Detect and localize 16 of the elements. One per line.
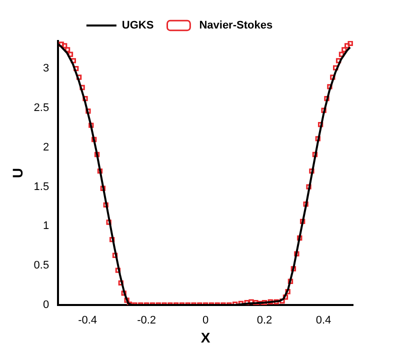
- y-tick-label: 2.5: [34, 102, 50, 114]
- y-tick-label: 0: [42, 299, 50, 312]
- y-tick-label: 1.5: [34, 180, 50, 193]
- x-tick-label: 0.4: [316, 314, 332, 327]
- x-tick-label: 0: [202, 314, 209, 327]
- x-tick-label: -0.4: [78, 314, 98, 327]
- x-axis-title: X: [200, 329, 211, 346]
- y-tick-label: 3: [42, 62, 50, 75]
- x-tick-label: 0.2: [256, 314, 272, 327]
- y-axis-title: U: [9, 168, 26, 178]
- legend-label: UGKS: [122, 20, 154, 32]
- y-tick-label: 2: [42, 141, 50, 154]
- x-tick-label: -0.2: [137, 314, 156, 327]
- y-tick-label: 1: [42, 220, 50, 232]
- legend-label: Navier-Stokes: [199, 20, 273, 32]
- y-tick-label: 0.5: [34, 260, 50, 272]
